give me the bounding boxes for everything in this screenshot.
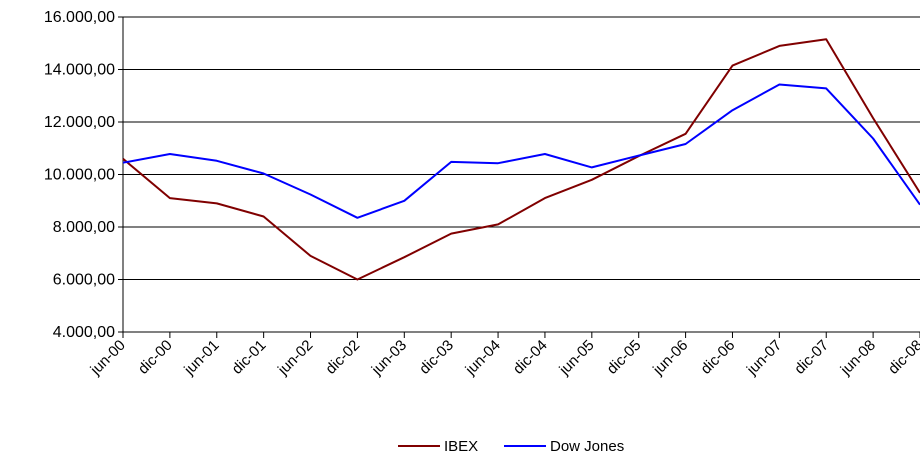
x-tick-label: jun-06 <box>649 337 691 379</box>
series-lines <box>122 38 920 281</box>
x-tick-label: jun-08 <box>837 337 879 379</box>
x-tick-label: dic-05 <box>604 337 645 378</box>
y-tick-label: 12.000,00 <box>44 114 115 131</box>
y-tick-label: 16.000,00 <box>44 9 115 26</box>
x-tick-label: dic-00 <box>135 337 176 378</box>
series-line-dow-jones <box>122 83 920 219</box>
x-tick-label: dic-03 <box>416 337 457 378</box>
y-tick-label: 8.000,00 <box>53 219 115 236</box>
legend-label-ibex: IBEX <box>444 438 478 455</box>
x-tick-label: dic-01 <box>229 337 270 378</box>
x-tick-label: jun-03 <box>368 337 410 379</box>
x-tick-label: dic-02 <box>322 337 363 378</box>
x-tick-label: dic-07 <box>791 337 832 378</box>
x-tick-label: dic-04 <box>510 337 551 378</box>
x-tick-label: jun-02 <box>274 337 316 379</box>
gridlines <box>123 16 920 333</box>
x-tick-label: jun-05 <box>555 337 597 379</box>
x-tick-label: jun-04 <box>462 337 504 379</box>
y-tick-label: 6.000,00 <box>53 272 115 289</box>
y-tick-label: 4.000,00 <box>53 324 115 341</box>
y-tick-label: 10.000,00 <box>44 167 115 184</box>
y-axis-tick-labels: 4.000,00 6.000,00 8.000,00 10.000,00 12.000,… <box>44 9 115 341</box>
legend-label-dow-jones: Dow Jones <box>550 438 624 455</box>
x-tick-label: dic-06 <box>697 337 738 378</box>
x-tick-label: jun-01 <box>180 337 222 379</box>
x-tick-label: jun-00 <box>87 337 129 379</box>
legend: IBEX Dow Jones <box>398 438 624 455</box>
x-axis-tick-labels: jun-00 dic-00 jun-01 dic-01 jun-02 dic-02 jun-… <box>87 337 920 379</box>
y-tick-label: 14.000,00 <box>44 62 115 79</box>
axes <box>118 16 920 338</box>
x-tick-label: jun-07 <box>743 337 785 379</box>
x-tick-label: dic-08 <box>885 337 920 378</box>
series-line-ibex <box>122 38 920 281</box>
